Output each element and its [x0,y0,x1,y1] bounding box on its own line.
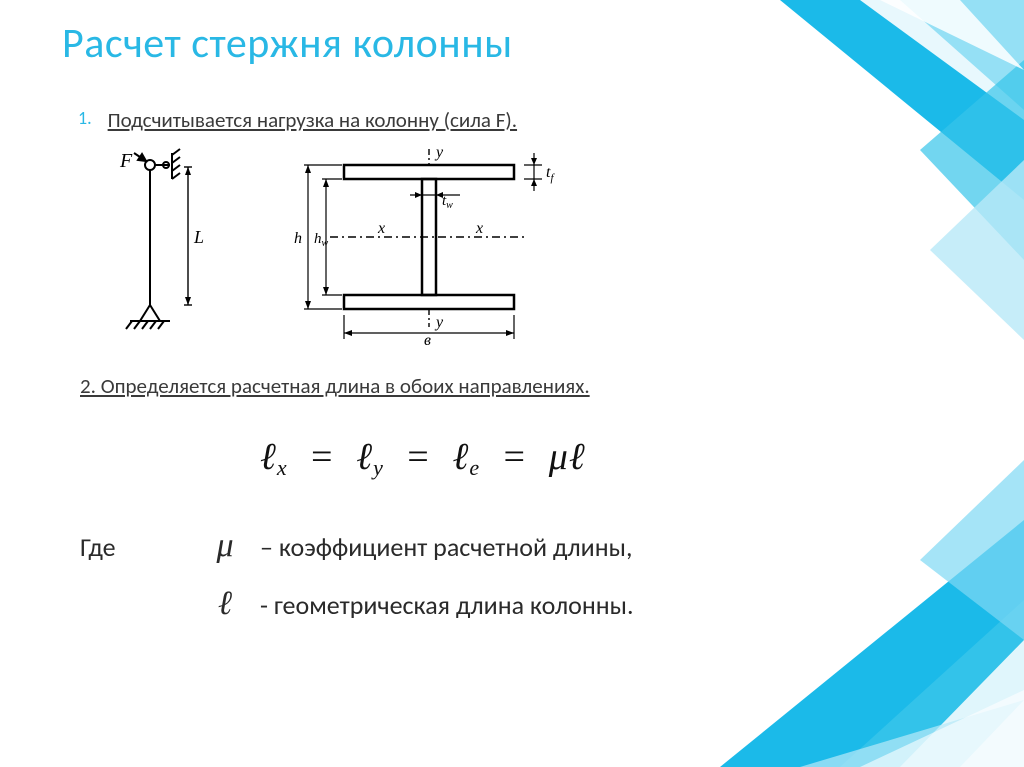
item-2-text: 2. Определяется расчетная длина в обоих … [80,373,590,399]
ell-symbol: ℓ [190,585,260,623]
label-L: L [193,227,204,247]
where-label: Где [80,531,190,563]
slide-title: Расчет стержня колонны [62,18,964,69]
label-F: F [119,150,133,172]
label-y-bot: y [434,314,444,331]
label-h: h [294,230,302,247]
label-x-left: x [377,220,385,237]
ell-description: - геометрическая длина колонны. [260,589,634,621]
diagrams-row: F L [100,145,964,345]
mu-symbol: μ [190,527,260,565]
label-b: в [424,332,431,345]
list-number-1: 1. [78,107,104,129]
label-y-top: y [434,145,444,161]
where-block: Где μ – коэффициент расчетной длины, ℓ -… [80,527,964,623]
slide-content: Расчет стержня колонны 1. Подсчитывается… [0,0,1024,767]
item-2-row: 2. Определяется расчетная длина в обоих … [80,373,964,399]
label-tf: tf [546,164,555,184]
item-1-text: Подсчитывается нагрузка на колонну (сила… [108,107,517,133]
label-x-right: x [475,220,483,237]
column-schematic: F L [100,145,210,335]
mu-description: – коэффициент расчетной длины, [260,531,632,563]
label-tw: tw [442,193,453,211]
effective-length-formula: ℓx = ℓy = ℓe = μℓ [260,435,964,481]
ibeam-cross-section: y y x x tf tw [264,145,584,345]
item-1-row: 1. Подсчитывается нагрузка на колонну (с… [78,107,964,133]
